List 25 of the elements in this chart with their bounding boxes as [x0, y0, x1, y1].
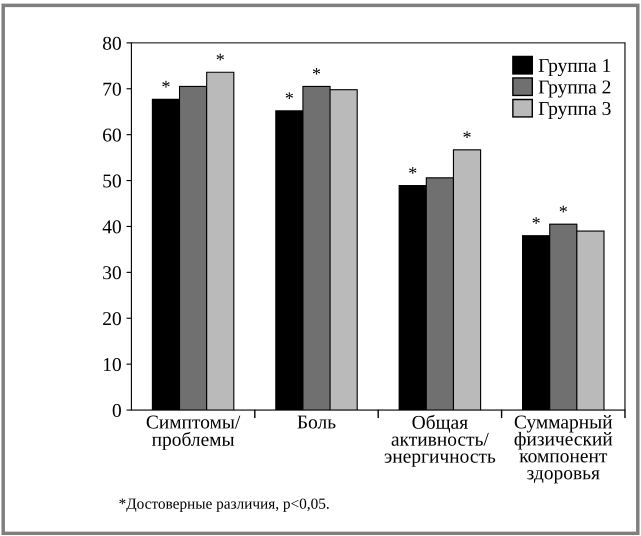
legend-label: Группа 1 [538, 59, 610, 76]
data-label: * [532, 217, 540, 224]
y-tick-label: 0 [112, 404, 121, 417]
data-label: * [409, 167, 416, 174]
y-tick-label: 10 [104, 358, 121, 372]
y-tick-label: 70 [104, 82, 121, 96]
x-tick-label: Общая активность/ энергичность [384, 414, 496, 467]
y-tick-label: 30 [103, 266, 121, 280]
data-label: * [312, 68, 320, 75]
text: *Достоверные различия, p<0,05. [119, 498, 329, 512]
data-label: * [463, 131, 471, 138]
y-tick-label: 40 [102, 220, 121, 234]
y-tick-label: 50 [103, 174, 121, 188]
data-label: * [162, 80, 170, 88]
data-label: * [560, 206, 567, 212]
legend-label: Группа 3 [538, 102, 611, 120]
x-tick-label: Боль [297, 416, 336, 429]
x-tick-label: Суммарный физический компонент здоровья [514, 415, 612, 484]
y-tick-label: 60 [103, 128, 121, 142]
x-tick-label: Симптомы/ проблемы [146, 416, 240, 450]
data-label: * [286, 92, 293, 99]
y-tick-label: 80 [102, 36, 121, 50]
legend-label: Группа 2 [538, 80, 610, 98]
y-tick-label: 20 [103, 312, 121, 326]
data-label: * [216, 54, 224, 60]
